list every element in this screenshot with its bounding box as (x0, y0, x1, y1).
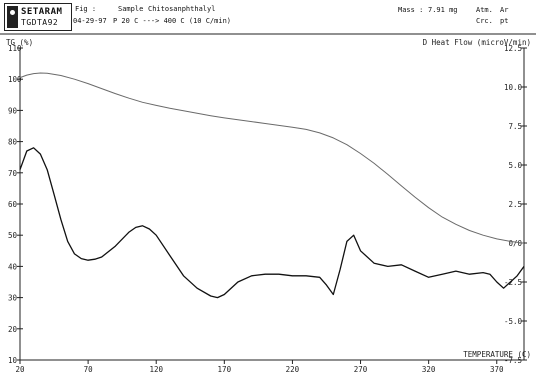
heat-flow-curve (19, 147, 525, 299)
atmosphere-label: Atm. (476, 6, 493, 14)
y-left-tick-label: 10 (8, 356, 18, 365)
y-right-tick-label: 7.5 (508, 122, 522, 131)
y-right-tick-label: 12.5 (504, 44, 522, 53)
y-left-tick-label: 30 (8, 294, 18, 303)
y-left-tick-label: 80 (8, 138, 18, 147)
y-left-tick-label: 50 (8, 231, 18, 240)
atmosphere-value: Ar (500, 6, 509, 14)
y-right-tick-label: 5.0 (508, 161, 522, 170)
left-axis-label: TG (%) (6, 38, 33, 47)
y-left-tick-label: 100 (8, 75, 22, 84)
sample-label: Sample (118, 5, 144, 13)
temperature-program: P 20 C ---> 400 C (10 C/min) (113, 17, 232, 25)
crucible-label: Crc. (476, 17, 493, 25)
y-right-tick-label: 0/0 (508, 239, 522, 248)
mass-label: Mass : (398, 6, 424, 14)
y-right-tick-label: -2.5 (504, 278, 522, 287)
y-left-tick-label: 110 (8, 44, 22, 53)
mass-value: 7.91 mg (428, 6, 458, 14)
instrument-model: TGDTA92 (21, 18, 59, 27)
run-date: 04-29-97 (73, 17, 107, 25)
y-left-tick-label: 40 (8, 262, 18, 271)
chart-header: SETARAM TGDTA92 Fig : Sample Chitosanpht… (0, 0, 536, 36)
crucible-value: pt (500, 17, 509, 25)
y-left-tick-label: 90 (8, 106, 18, 115)
y-right-tick-label: -7.5 (504, 356, 522, 365)
x-tick-label: 20 (15, 365, 25, 374)
tg-curve (19, 72, 525, 244)
brand-name: SETARAM (21, 7, 63, 17)
x-axis-label: TEMPERATURE (C) (463, 350, 531, 359)
logo-icon (7, 6, 18, 28)
x-tick-label: 120 (149, 365, 163, 374)
y-right-tick-label: 2.5 (508, 200, 522, 209)
x-tick-label: 320 (422, 365, 436, 374)
fig-label: Fig : (75, 5, 97, 13)
x-tick-label: 370 (490, 365, 504, 374)
y-left-tick-label: 20 (8, 325, 18, 334)
x-tick-label: 270 (354, 365, 368, 374)
y-left-tick-label: 60 (8, 200, 18, 209)
right-axis-label: D Heat Flow (microV/min) (423, 38, 531, 47)
sample-name: Chitosanphthalyl (148, 5, 216, 13)
y-right-tick-label: 10.0 (504, 83, 523, 92)
y-right-tick-label: -5.0 (504, 317, 523, 326)
x-tick-label: 220 (286, 365, 300, 374)
y-left-tick-label: 70 (8, 169, 18, 178)
x-tick-label: 170 (218, 365, 232, 374)
axis-ticks: 20 70 120 170 220 270 320 370102030405060708090… (8, 44, 527, 374)
x-tick-label: 70 (84, 365, 94, 374)
data-series (19, 72, 525, 299)
setaram-logo: SETARAM TGDTA92 (4, 3, 72, 31)
